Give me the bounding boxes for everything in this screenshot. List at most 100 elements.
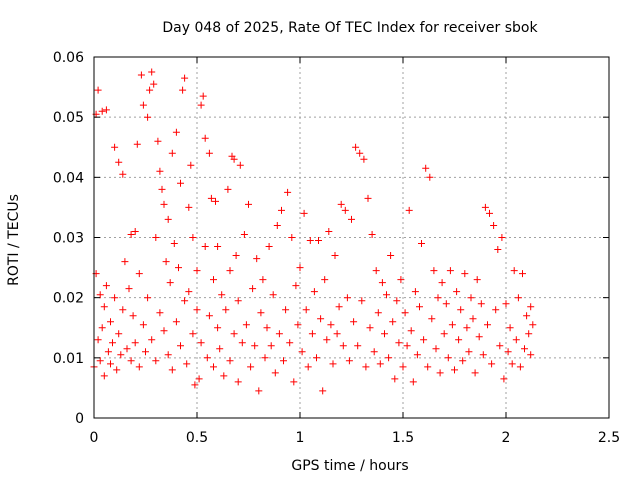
data-point (492, 306, 500, 314)
data-point (442, 300, 450, 308)
data-point (463, 324, 471, 332)
data-point (469, 315, 477, 323)
data-point (257, 309, 265, 317)
data-point (374, 309, 382, 317)
data-point (207, 194, 215, 202)
data-point (263, 324, 271, 332)
data-point (117, 351, 125, 359)
data-point (144, 113, 152, 121)
data-point (383, 291, 390, 299)
y-tick-label: 0.03 (53, 231, 84, 247)
data-point (135, 270, 143, 278)
data-point (319, 387, 327, 395)
data-point (214, 243, 222, 250)
data-point (195, 375, 203, 383)
data-point (249, 285, 257, 293)
data-point (135, 363, 143, 371)
data-point (422, 164, 430, 172)
data-point (498, 234, 506, 241)
data-point (251, 342, 259, 350)
data-point (160, 327, 168, 335)
data-point (230, 330, 238, 338)
data-point (148, 336, 156, 344)
data-point (185, 288, 193, 296)
x-axis-ticks: 0 0.5 1 1.5 2 2.5 (90, 57, 620, 446)
data-point (199, 92, 207, 100)
data-point (189, 330, 197, 338)
y-tick-label: 0.05 (53, 110, 84, 126)
data-point (370, 348, 378, 356)
data-point (506, 324, 514, 332)
data-point (125, 285, 133, 293)
data-point (335, 303, 343, 311)
data-point (197, 101, 205, 109)
data-point (446, 267, 454, 275)
data-point (418, 240, 425, 247)
data-point (222, 306, 230, 314)
data-point (216, 345, 224, 353)
data-point (479, 351, 487, 359)
data-point (282, 306, 290, 314)
data-point (201, 134, 209, 142)
data-point (300, 209, 308, 217)
data-point (428, 315, 436, 323)
data-point (372, 267, 380, 275)
data-point (397, 276, 405, 284)
data-point (152, 234, 160, 241)
x-axis-label: GPS time / hours (291, 458, 408, 474)
data-point (457, 306, 465, 314)
data-point (119, 306, 127, 314)
data-point (364, 194, 372, 202)
data-point (156, 309, 164, 317)
y-tick-label: 0.04 (53, 170, 84, 186)
data-point (356, 149, 364, 157)
data-point (210, 276, 217, 284)
data-point (172, 128, 180, 136)
data-point (100, 303, 108, 311)
data-point (234, 297, 242, 305)
data-point (345, 357, 353, 365)
data-point (261, 354, 269, 362)
data-point (444, 354, 452, 362)
data-point (486, 209, 493, 217)
data-point (360, 155, 368, 163)
data-point (131, 228, 139, 235)
data-point (177, 179, 184, 187)
x-tick-label: 1 (296, 430, 305, 446)
data-point (236, 161, 244, 169)
data-point (420, 336, 428, 344)
data-point (107, 318, 114, 326)
data-point (218, 291, 226, 299)
data-point (329, 360, 337, 368)
data-point (401, 309, 409, 317)
data-point (189, 234, 197, 241)
y-tick-label: 0.01 (53, 351, 84, 367)
data-point (156, 167, 164, 175)
data-point (368, 231, 376, 238)
data-point (448, 321, 456, 329)
data-point (286, 339, 294, 347)
data-point (100, 372, 108, 380)
y-tick-label: 0 (75, 411, 84, 427)
data-point (102, 106, 110, 114)
chart-title: Day 048 of 2025, Rate Of TEC Index for r… (162, 20, 538, 36)
data-point (181, 74, 189, 82)
data-point (333, 330, 341, 338)
data-point (265, 243, 273, 250)
data-point (529, 321, 537, 329)
data-point (510, 267, 518, 275)
data-point (191, 381, 199, 389)
data-point (271, 369, 279, 377)
data-point (315, 237, 322, 244)
data-point (403, 342, 411, 350)
data-point (144, 294, 152, 302)
data-point (358, 297, 366, 305)
data-point (304, 363, 312, 371)
data-point (280, 357, 287, 365)
data-point (475, 333, 483, 341)
data-point (273, 222, 281, 229)
data-point (240, 231, 248, 238)
data-point (381, 330, 388, 338)
data-point (519, 270, 526, 278)
